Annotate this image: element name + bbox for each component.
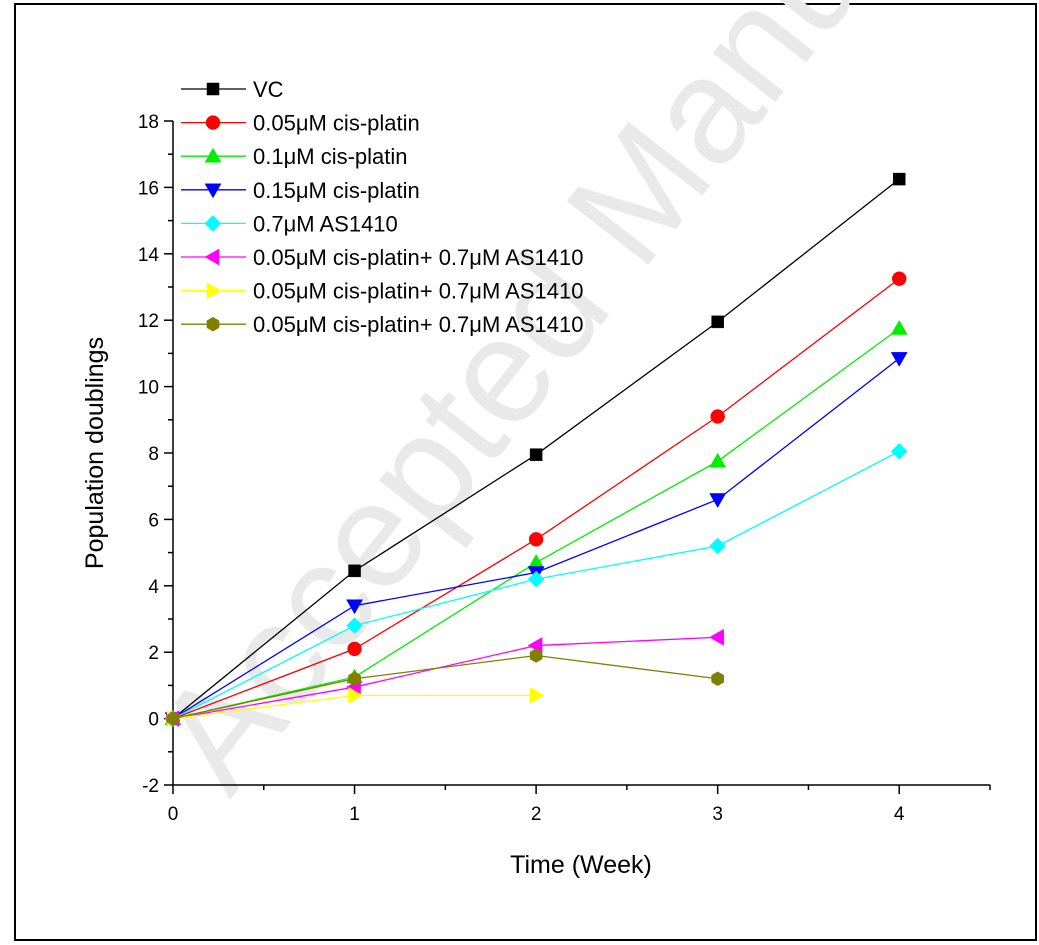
y-tick-label: 10: [138, 378, 159, 399]
legend-item-0: VC: [181, 77, 284, 102]
legend-label: 0.05μM cis-platin: [253, 111, 420, 136]
data-point: [348, 671, 361, 687]
y-tick-label: 6: [148, 510, 159, 531]
legend-marker: [206, 316, 220, 332]
y-tick-label: 12: [138, 311, 159, 332]
data-point: [529, 686, 545, 704]
y-tick-label: 14: [138, 245, 160, 266]
data-point: [166, 711, 180, 726]
legend-item-2: 0.1μM cis-platin: [181, 144, 408, 169]
legend-marker: [205, 115, 221, 130]
legend-item-3: 0.15μM cis-platin: [181, 178, 420, 203]
data-point: [709, 493, 727, 508]
data-point: [710, 409, 725, 424]
legend-marker: [206, 282, 222, 300]
x-axis-title: Time (Week): [510, 851, 652, 879]
legend-item-6: 0.05μM cis-platin+ 0.7μM AS1410: [181, 279, 583, 304]
data-point: [348, 686, 364, 704]
y-tick-label: 2: [148, 643, 159, 664]
legend-marker: [204, 215, 222, 232]
y-tick-label: 16: [138, 178, 159, 199]
data-point: [527, 570, 545, 588]
y-tick-label: 18: [138, 112, 159, 133]
data-point: [709, 537, 727, 555]
data-point: [711, 315, 724, 329]
legend-label: 0.05μM cis-platin+ 0.7μM AS1410: [253, 245, 583, 270]
data-point: [709, 628, 724, 646]
legend-label: 0.05μM cis-platin+ 0.7μM AS1410: [253, 279, 583, 304]
data-point: [711, 671, 724, 687]
data-point: [529, 448, 543, 461]
legend-item-4: 0.7μM AS1410: [181, 211, 398, 236]
legend-marker: [204, 147, 222, 163]
y-tick-label: 8: [148, 444, 159, 465]
legend-label: 0.1μM cis-platin: [253, 144, 408, 169]
x-tick-label: 0: [168, 804, 179, 825]
series-line: [172, 654, 718, 720]
y-tick-label: 4: [148, 577, 159, 598]
data-point: [529, 648, 543, 663]
legend-marker: [204, 248, 220, 266]
x-tick-label: 4: [894, 804, 905, 825]
x-tick-label: 2: [531, 804, 542, 825]
legend-item-1: 0.05μM cis-platin: [181, 111, 420, 136]
data-point: [346, 599, 363, 615]
legend-item-5: 0.05μM cis-platin+ 0.7μM AS1410: [181, 245, 583, 270]
data-point: [891, 271, 907, 286]
data-point: [890, 442, 908, 460]
y-tick-label: -2: [142, 776, 159, 797]
data-point: [892, 172, 906, 186]
legend-label: VC: [253, 77, 284, 102]
x-tick-label: 1: [349, 804, 360, 825]
y-tick-label: 0: [148, 710, 159, 731]
legend-item-7: 0.05μM cis-platin+ 0.7μM AS1410: [181, 312, 583, 337]
data-point: [347, 641, 362, 657]
legend-label: 0.05μM cis-platin+ 0.7μM AS1410: [253, 312, 583, 337]
x-tick-label: 3: [712, 804, 723, 825]
series-layer: [164, 172, 908, 728]
data-point: [709, 452, 727, 468]
series-line: [172, 636, 718, 720]
data-point: [346, 617, 363, 634]
legend-marker: [204, 183, 222, 199]
legend: VC 0.05μM cis-platin 0.1μM cis-platin 0.15μ…: [181, 77, 583, 337]
series-7: [166, 648, 724, 726]
y-axis-title: Population doublings: [81, 337, 109, 569]
legend-label: 0.7μM AS1410: [253, 211, 398, 236]
data-point: [528, 532, 544, 547]
data-point: [348, 564, 361, 578]
legend-marker: [206, 82, 220, 96]
data-point: [890, 352, 908, 367]
legend-label: 0.15μM cis-platin: [253, 178, 420, 203]
data-point: [890, 319, 908, 335]
